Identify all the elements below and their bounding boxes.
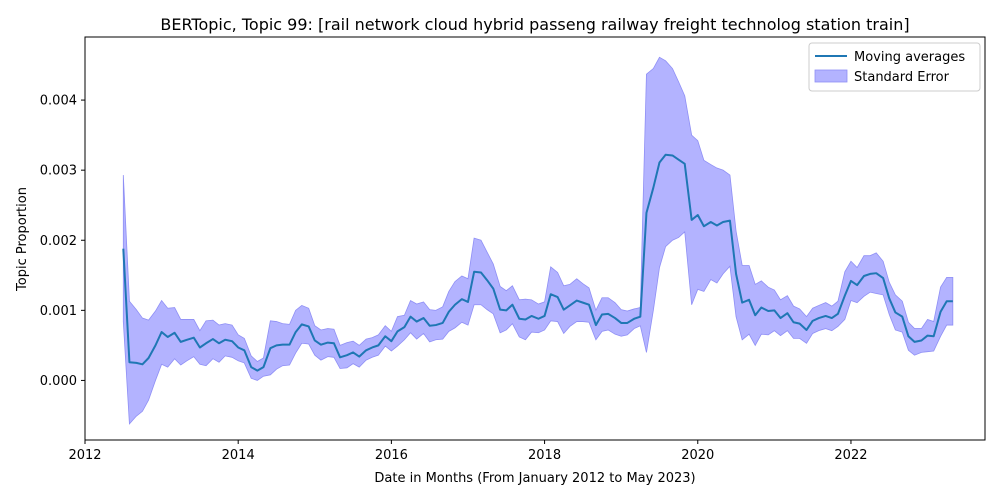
- legend-label-standard-error: Standard Error: [854, 70, 950, 85]
- legend-label-moving-averages: Moving averages: [854, 50, 965, 65]
- x-axis: 2012 2014 2016 2018 2020 2022: [68, 440, 868, 463]
- chart-title: BERTopic, Topic 99: [rail network cloud …: [160, 15, 909, 34]
- x-tick-label: 2022: [834, 448, 867, 463]
- y-tick-label: 0.001: [40, 304, 77, 319]
- y-axis-label: Topic Proportion: [15, 187, 30, 292]
- x-tick-label: 2012: [68, 448, 101, 463]
- legend-swatch-standard-error: [814, 69, 848, 83]
- legend: Moving averages Standard Error: [808, 42, 981, 92]
- x-tick-label: 2014: [222, 448, 255, 463]
- plot-area: [122, 56, 954, 425]
- moving-average-line: [122, 153, 953, 372]
- axes-frame: [84, 36, 986, 441]
- x-axis-label: Date in Months (From January 2012 to May…: [374, 471, 695, 486]
- y-tick-label: 0.003: [40, 164, 77, 179]
- y-tick-label: 0.004: [40, 94, 77, 109]
- standard-error-band: [122, 56, 954, 425]
- legend-box: [808, 42, 981, 92]
- x-tick-label: 2018: [528, 448, 561, 463]
- x-tick-label: 2020: [681, 448, 714, 463]
- y-tick-label: 0.002: [40, 234, 77, 249]
- y-tick-label: 0.000: [40, 374, 77, 389]
- x-tick-label: 2016: [375, 448, 408, 463]
- y-axis: 0.000 0.001 0.002 0.003 0.004: [40, 94, 85, 389]
